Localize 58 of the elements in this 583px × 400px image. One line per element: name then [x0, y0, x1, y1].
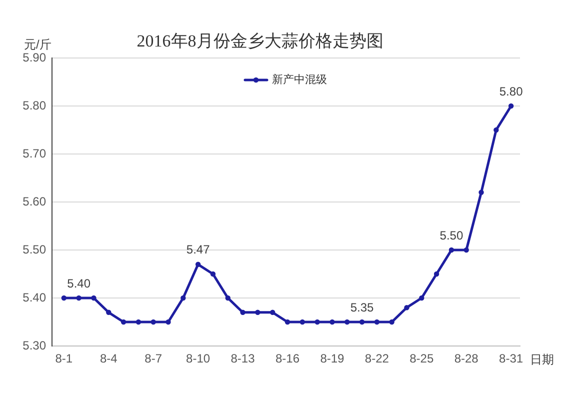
- point: [374, 319, 380, 325]
- point: [359, 319, 365, 325]
- x-tick-label: 8-28: [454, 352, 479, 366]
- y-axis-title: 元/斤: [24, 37, 52, 52]
- x-tick-label: 8-7: [144, 352, 162, 366]
- point: [240, 310, 246, 315]
- point: [270, 310, 276, 315]
- y-tick-label: 5.40: [22, 290, 46, 304]
- point: [136, 319, 142, 325]
- y-tick-label: 5.60: [22, 194, 46, 208]
- point: [180, 295, 186, 301]
- x-axis-title: 日期: [530, 352, 554, 366]
- point: [314, 319, 320, 325]
- legend-label: 新产中混级: [272, 73, 327, 86]
- x-tick-label: 8-13: [230, 352, 256, 366]
- y-tick-label: 5.70: [22, 146, 46, 160]
- point: [344, 319, 350, 325]
- point: [91, 295, 96, 301]
- point: [61, 295, 67, 301]
- x-tick-label: 8-16: [275, 352, 300, 366]
- point: [284, 319, 290, 325]
- x-tick-label: 8-4: [100, 352, 118, 366]
- point: [210, 271, 216, 277]
- point: [300, 319, 305, 325]
- point: [419, 295, 424, 301]
- point: [225, 295, 230, 301]
- point: [330, 319, 335, 325]
- chart-title: 2016年8月份金乡大蒜价格走势图: [136, 32, 384, 51]
- point: [494, 127, 499, 133]
- data-label: 5.80: [499, 84, 524, 98]
- x-tick-label: 8-1: [55, 352, 73, 366]
- x-tick-label: 8-19: [320, 352, 345, 366]
- point: [166, 319, 171, 325]
- x-tick-label: 8-31: [499, 352, 524, 366]
- data-label: 5.47: [186, 242, 210, 257]
- y-tick-label: 5.50: [22, 242, 46, 256]
- point: [448, 247, 454, 253]
- point: [404, 305, 410, 310]
- point: [389, 319, 394, 325]
- point: [120, 319, 126, 325]
- point: [434, 271, 440, 277]
- point: [106, 310, 112, 315]
- x-tick-label: 8-22: [364, 352, 390, 366]
- x-tick-label: 8-10: [186, 352, 210, 366]
- point: [76, 295, 82, 301]
- point: [255, 310, 260, 315]
- x-tick-label: 8-25: [410, 352, 434, 366]
- y-tick-label: 5.30: [22, 338, 46, 352]
- data-label: 5.35: [350, 300, 374, 314]
- data-label: 5.50: [440, 228, 464, 242]
- point: [464, 247, 469, 253]
- point: [478, 190, 484, 195]
- data-label: 5.40: [67, 276, 91, 290]
- point: [195, 262, 201, 267]
- point: [508, 103, 514, 109]
- y-tick-label: 5.90: [22, 50, 46, 64]
- point: [150, 319, 156, 325]
- y-tick-label: 5.80: [22, 98, 46, 112]
